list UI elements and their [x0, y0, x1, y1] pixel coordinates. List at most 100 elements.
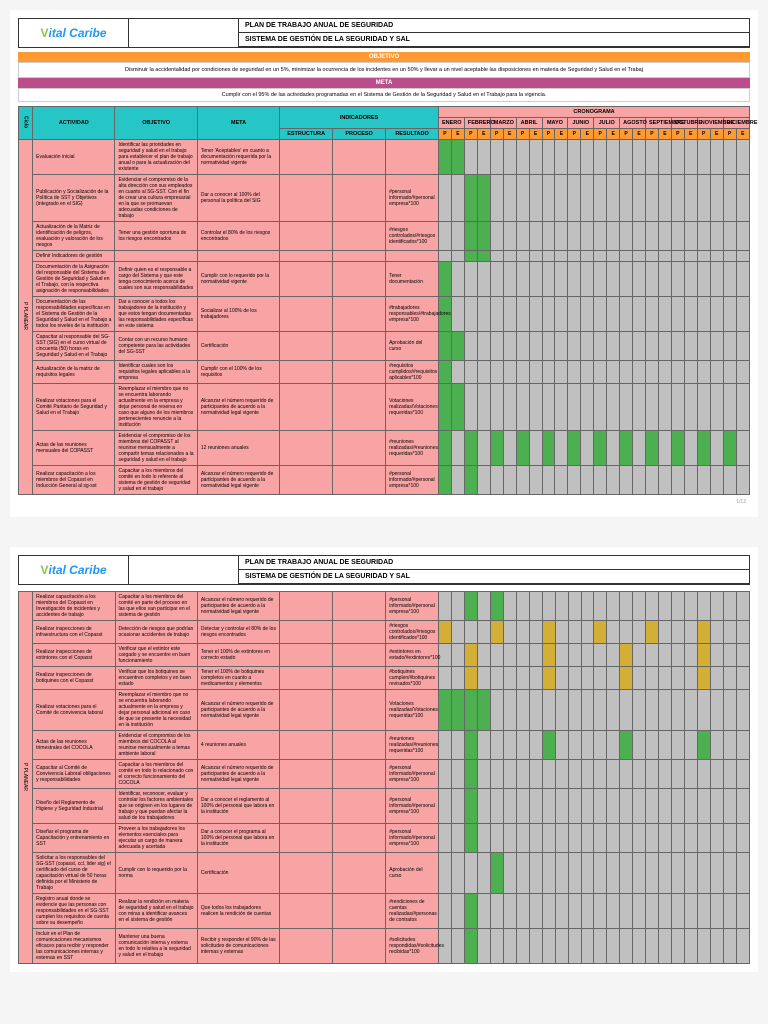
cron-cell — [736, 466, 749, 495]
cron-cell — [542, 251, 555, 262]
cron-cell — [723, 667, 736, 690]
th-pe: E — [451, 129, 464, 140]
cron-cell — [672, 824, 685, 853]
cron-cell — [710, 731, 723, 760]
cell-resultado: #extintores en estado/#extintores*100 — [386, 644, 439, 667]
cron-cell — [542, 789, 555, 824]
cron-cell — [633, 384, 646, 431]
cell-estructura — [280, 431, 333, 466]
cron-cell — [633, 297, 646, 332]
cell-resultado: Tener documentación — [386, 262, 439, 297]
cron-cell — [452, 894, 465, 929]
cron-cell — [439, 667, 452, 690]
cron-cell — [581, 140, 594, 175]
cron-cell — [697, 894, 710, 929]
cron-cell — [607, 894, 620, 929]
cron-cell — [736, 789, 749, 824]
cron-cell — [658, 140, 671, 175]
cron-cell — [697, 824, 710, 853]
table-row: Realizar votaciones para el Comité Parit… — [19, 384, 750, 431]
cron-cell — [646, 592, 659, 621]
cron-cell — [516, 667, 529, 690]
cron-cell — [684, 140, 697, 175]
cron-cell — [607, 384, 620, 431]
cron-cell — [452, 853, 465, 894]
th-pe: E — [529, 129, 542, 140]
cron-cell — [490, 431, 503, 466]
cron-cell — [685, 731, 698, 760]
cron-cell — [607, 361, 620, 384]
cron-cell — [439, 644, 452, 667]
cron-cell — [529, 332, 542, 361]
cron-cell — [685, 667, 698, 690]
cron-cell — [684, 297, 697, 332]
cron-cell — [671, 140, 684, 175]
cron-cell — [672, 592, 685, 621]
cell-act: Documentación de la Asignación del respo… — [33, 262, 115, 297]
cron-cell — [439, 251, 452, 262]
cron-cell — [568, 262, 581, 297]
cell-resultado: #personal informado/#personal empresa*10… — [386, 824, 439, 853]
cron-cell — [607, 251, 620, 262]
th-pe: E — [658, 129, 671, 140]
cell-act: Documentación de las responsabilidades e… — [33, 297, 115, 332]
cron-cell — [516, 431, 529, 466]
cron-cell — [633, 431, 646, 466]
cron-cell — [723, 332, 736, 361]
cron-cell — [633, 332, 646, 361]
cron-cell — [477, 140, 490, 175]
cron-cell — [439, 332, 452, 361]
cron-cell — [685, 894, 698, 929]
cron-cell — [529, 929, 542, 964]
cron-cell — [672, 929, 685, 964]
cron-cell — [736, 297, 749, 332]
cron-cell — [685, 760, 698, 789]
cell-act: Registro anual donde se evidencie que la… — [33, 894, 115, 929]
cron-cell — [464, 262, 477, 297]
cron-cell — [503, 644, 516, 667]
cron-cell — [633, 690, 646, 731]
page-number: 1/12 — [18, 495, 750, 509]
cell-proceso — [333, 690, 386, 731]
cron-cell — [452, 824, 465, 853]
th-month: JULIO — [594, 118, 620, 129]
cron-cell — [646, 853, 659, 894]
th-pe: E — [633, 129, 646, 140]
cron-cell — [723, 644, 736, 667]
cron-cell — [516, 140, 529, 175]
cron-cell — [671, 431, 684, 466]
cron-cell — [581, 466, 594, 495]
cron-cell — [594, 332, 607, 361]
cron-cell — [646, 431, 659, 466]
ciclo-cell: P PLANEAR — [19, 592, 33, 964]
cron-cell — [710, 175, 723, 222]
cron-cell — [464, 251, 477, 262]
doc-header-2: Vital Caribe PLAN DE TRABAJO ANUAL DE SE… — [18, 555, 750, 585]
cron-cell — [684, 251, 697, 262]
cron-cell — [620, 644, 633, 667]
cell-estructura — [280, 251, 333, 262]
cron-cell — [439, 140, 452, 175]
cell-meta: Alcanzar el número requerido de particip… — [197, 592, 279, 621]
cron-cell — [555, 824, 568, 853]
cron-cell — [581, 222, 594, 251]
cron-cell — [516, 853, 529, 894]
cron-cell — [464, 384, 477, 431]
cron-cell — [620, 592, 633, 621]
cron-cell — [542, 384, 555, 431]
cell-act: Realizar votaciones para el Comité de co… — [33, 690, 115, 731]
cron-cell — [503, 592, 516, 621]
cron-cell — [465, 824, 478, 853]
th-proceso: PROCESO — [333, 129, 386, 140]
cron-cell — [646, 894, 659, 929]
cron-cell — [451, 361, 464, 384]
cron-cell — [555, 690, 568, 731]
cron-cell — [723, 853, 736, 894]
cron-cell — [659, 690, 672, 731]
cron-cell — [671, 262, 684, 297]
cron-cell — [697, 262, 710, 297]
cron-cell — [529, 251, 542, 262]
cron-cell — [465, 894, 478, 929]
cell-estructura — [280, 140, 333, 175]
cron-cell — [464, 332, 477, 361]
